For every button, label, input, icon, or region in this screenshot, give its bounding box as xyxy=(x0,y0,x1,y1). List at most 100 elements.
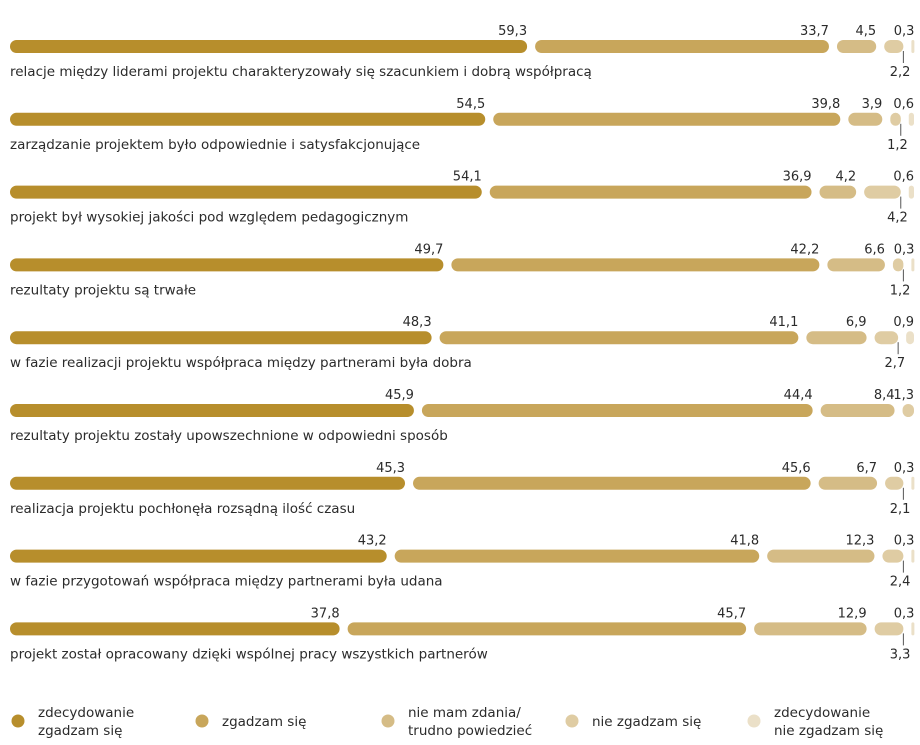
bar-r8-s2 xyxy=(754,622,867,636)
legend-label-4: zdecydowanie nie zgadzam się xyxy=(774,705,883,739)
value-label-r4-s1: 41,1 xyxy=(769,315,798,330)
bar-r5-s3 xyxy=(902,404,914,417)
bar-r8-s4 xyxy=(911,622,915,636)
value-label-r8-s4: 0,3 xyxy=(894,606,915,621)
legend-label-4-line-1: nie zgadzam się xyxy=(774,723,883,739)
bar-r5-s1 xyxy=(421,404,813,417)
value-label-r0-s2: 4,5 xyxy=(856,24,877,39)
value-label-r3-s3: 1,2 xyxy=(890,283,911,298)
bar-r0-s0 xyxy=(10,40,528,53)
category-label-7: w fazie przygotowań współpraca między pa… xyxy=(10,574,443,590)
bar-r6-s4 xyxy=(911,476,915,490)
bar-r6-s3 xyxy=(885,476,904,490)
bar-r1-s1 xyxy=(493,112,841,126)
value-label-r6-s3: 2,1 xyxy=(890,502,911,517)
value-label-r7-s0: 43,2 xyxy=(358,534,387,549)
value-label-r2-s2: 4,2 xyxy=(835,170,856,185)
value-label-r3-s4: 0,3 xyxy=(894,242,915,257)
value-label-r2-s3: 4,2 xyxy=(887,211,908,226)
bar-r4-s2 xyxy=(806,331,867,345)
bar-r4-s4 xyxy=(906,331,914,345)
bar-r5-s2 xyxy=(820,404,895,417)
value-label-r7-s1: 41,8 xyxy=(730,534,759,549)
legend-label-0-line-0: zdecydowanie xyxy=(38,705,134,721)
value-label-r5-s0: 45,9 xyxy=(385,388,414,403)
bar-r2-s2 xyxy=(819,185,857,199)
legend-label-2: nie mam zdania/trudno powiedzieć xyxy=(408,705,532,739)
value-label-r2-s1: 36,9 xyxy=(783,170,812,185)
value-label-r1-s4: 0,6 xyxy=(893,97,914,112)
value-label-r4-s3: 2,7 xyxy=(884,356,905,371)
value-label-r8-s0: 37,8 xyxy=(311,606,340,621)
value-label-r7-s3: 2,4 xyxy=(890,575,911,590)
legend-label-2-line-1: trudno powiedzieć xyxy=(408,723,532,739)
category-label-3: rezultaty projektu są trwałe xyxy=(10,282,196,298)
bar-r6-s1 xyxy=(413,476,811,490)
bar-r6-s2 xyxy=(818,476,878,490)
legend-label-1: zgadzam się xyxy=(222,714,306,730)
value-label-r4-s0: 48,3 xyxy=(403,315,432,330)
value-label-r1-s3: 1,2 xyxy=(887,138,908,153)
value-label-r0-s0: 59,3 xyxy=(498,24,527,39)
legend-label-2-line-0: nie mam zdania/ xyxy=(408,705,521,721)
bar-r0-s4 xyxy=(911,40,915,53)
value-label-r7-s2: 12,3 xyxy=(846,534,875,549)
value-label-r0-s3: 2,2 xyxy=(890,65,911,80)
value-label-r7-s4: 0,3 xyxy=(894,534,915,549)
bar-r3-s3 xyxy=(892,258,904,272)
category-label-5: rezultaty projektu zostały upowszechnion… xyxy=(10,428,448,444)
value-label-r3-s0: 49,7 xyxy=(414,242,443,257)
value-label-r2-s4: 0,6 xyxy=(893,170,914,185)
value-label-r5-s3: 1,3 xyxy=(893,388,914,403)
bar-r4-s0 xyxy=(10,331,432,345)
bar-r0-s1 xyxy=(535,40,829,53)
bar-r0-s3 xyxy=(884,40,904,53)
legend-swatch-3 xyxy=(565,714,579,728)
category-label-1: zarządzanie projektem było odpowiednie i… xyxy=(10,137,420,153)
legend-swatch-1 xyxy=(195,714,209,728)
bar-r4-s3 xyxy=(874,331,899,345)
value-label-r6-s1: 45,6 xyxy=(782,461,811,476)
value-label-r4-s4: 0,9 xyxy=(893,315,914,330)
bar-r2-s0 xyxy=(10,185,482,199)
value-label-r4-s2: 6,9 xyxy=(846,315,867,330)
category-label-2: projekt był wysokiej jakości pod względe… xyxy=(10,210,408,226)
legend-label-3: nie zgadzam się xyxy=(592,714,701,730)
value-label-r5-s1: 44,4 xyxy=(784,388,813,403)
bar-r3-s4 xyxy=(911,258,915,272)
value-label-r2-s0: 54,1 xyxy=(453,170,482,185)
value-label-r8-s1: 45,7 xyxy=(717,606,746,621)
value-label-r0-s1: 33,7 xyxy=(800,24,829,39)
bar-r3-s1 xyxy=(451,258,820,272)
bar-r7-s3 xyxy=(882,549,904,563)
bar-r7-s1 xyxy=(394,549,760,563)
value-label-r0-s4: 0,3 xyxy=(894,24,915,39)
legend-swatch-0 xyxy=(11,714,25,728)
bar-r0-s2 xyxy=(836,40,877,53)
legend-label-0: zdecydowanie zgadzam się xyxy=(38,705,134,739)
bar-r6-s0 xyxy=(10,476,406,490)
value-label-r1-s0: 54,5 xyxy=(456,97,485,112)
value-label-r6-s2: 6,7 xyxy=(856,461,877,476)
legend-label-4-line-0: zdecydowanie xyxy=(774,705,870,721)
legend-swatch-4 xyxy=(747,714,761,728)
value-label-r6-s0: 45,3 xyxy=(376,461,405,476)
category-label-6: realizacja projektu pochłonęła rozsądną … xyxy=(10,501,355,517)
category-label-8: projekt został opracowany dzięki wspólne… xyxy=(10,646,488,662)
bar-r7-s0 xyxy=(10,549,387,563)
bar-r1-s4 xyxy=(908,112,914,126)
bar-r8-s0 xyxy=(10,622,340,636)
bar-r1-s3 xyxy=(890,112,901,126)
value-label-r6-s4: 0,3 xyxy=(894,461,915,476)
legend-label-0-line-1: zgadzam się xyxy=(38,723,122,739)
category-label-4: w fazie realizacji projektu współpraca m… xyxy=(10,355,472,371)
category-label-0: relacje między liderami projektu charakt… xyxy=(10,64,592,80)
value-label-r3-s1: 42,2 xyxy=(790,242,819,257)
value-label-r1-s1: 39,8 xyxy=(811,97,840,112)
value-label-r1-s2: 3,9 xyxy=(862,97,883,112)
bar-r5-s0 xyxy=(10,404,414,417)
bar-r2-s3 xyxy=(864,185,901,199)
value-label-r8-s3: 3,3 xyxy=(890,647,911,662)
value-label-r8-s2: 12,9 xyxy=(838,606,867,621)
